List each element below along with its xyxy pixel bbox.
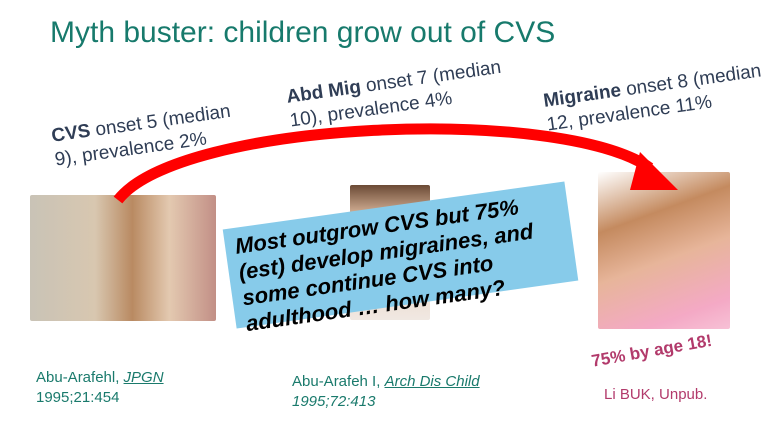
arrowhead-icon xyxy=(630,152,678,190)
journal-link[interactable]: JPGN xyxy=(123,369,164,386)
photo-child-vomiting xyxy=(30,195,216,321)
photo-girl-headache xyxy=(598,172,730,329)
journal-link[interactable]: Arch Dis Child xyxy=(384,373,480,390)
arrow-arc xyxy=(113,123,654,204)
note-source: Li BUK, Unpub. xyxy=(604,386,708,403)
citation-2: Abu-Arafeh I, Arch Dis Child 1995;72:413 xyxy=(292,373,480,410)
slide-title: Myth buster: children grow out of CVS xyxy=(50,16,556,49)
citation-1: Abu-Arafehl, JPGN 1995;21:454 xyxy=(36,369,164,406)
